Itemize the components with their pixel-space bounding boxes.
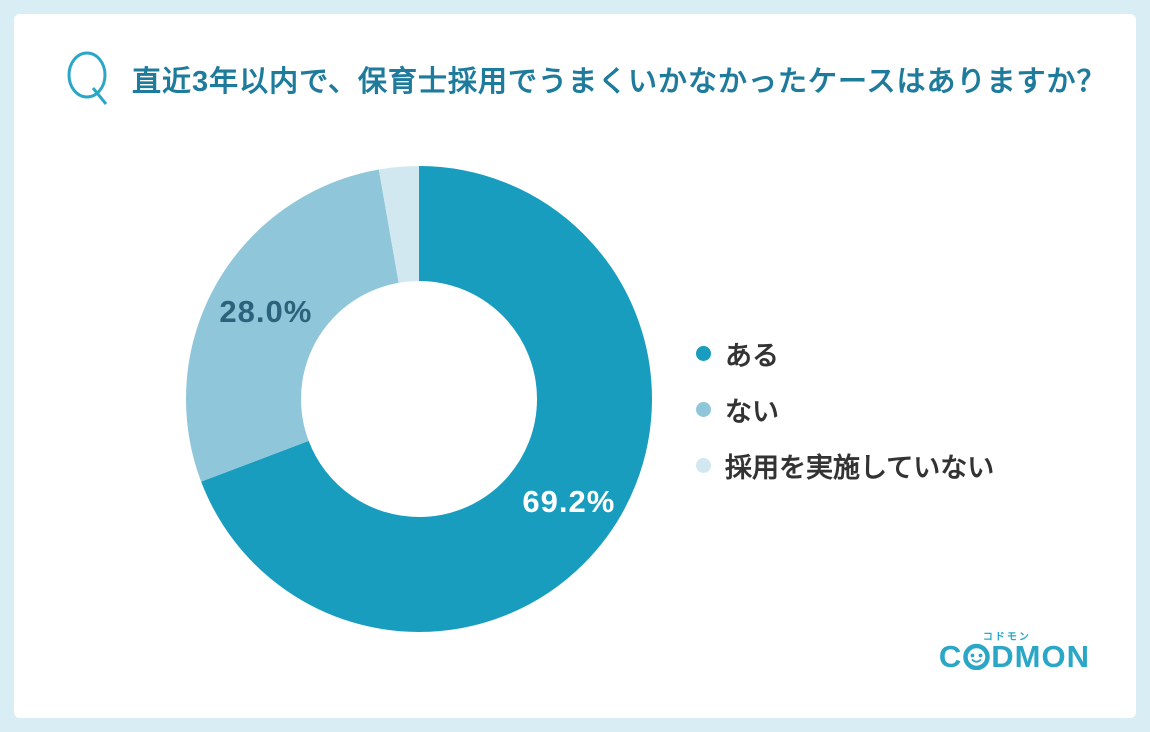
legend-label-0: ある [725,341,779,371]
legend-item-1: ない [696,390,994,429]
legend-label-2: 採用を実施していない [725,453,995,483]
legend-dot-0 [696,346,711,361]
legend-item-2: 採用を実施していない [696,446,994,485]
slice-label-1: 28.0% [219,294,313,330]
question-header: 直近3年以内で、保育士採用でうまくいかなかったケースはありますか？ [66,50,1107,108]
donut-svg [186,166,652,632]
codmon-logo: コドモン C DMON [938,632,1090,674]
logo-letters-dmon: DMON [991,639,1090,674]
donut-slice-1 [186,166,652,632]
slice-label-0: 69.2% [522,484,616,520]
legend-label-1: ない [725,397,779,427]
legend: ある ない 採用を実施していない [696,334,994,485]
legend-item-0: ある [696,334,994,373]
codmon-kana-label: コドモン [982,632,1031,643]
codmon-face-icon [963,643,991,670]
question-title: 直近3年以内で、保育士採用でうまくいかなかったケースはありますか？ [132,66,1107,98]
donut-slice-2 [186,166,652,632]
legend-dot-2 [696,458,711,473]
donut-chart: 69.2% 28.0% [186,166,652,632]
q-icon [67,51,108,105]
card: 直近3年以内で、保育士採用でうまくいかなかったケースはありますか？ 69.2% 2… [14,14,1136,718]
legend-dot-1 [696,402,711,417]
logo-letter-c: C [938,639,963,674]
